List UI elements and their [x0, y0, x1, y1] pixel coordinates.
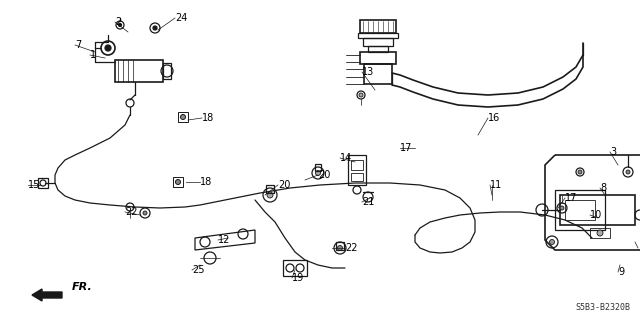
Circle shape	[118, 24, 122, 26]
Bar	[555, 190, 605, 230]
Bar	[283, 260, 307, 276]
Text: 8: 8	[600, 183, 606, 193]
Text: 21: 21	[362, 197, 374, 207]
Text: 24: 24	[175, 13, 188, 23]
Text: 11: 11	[490, 180, 502, 190]
Bar	[163, 63, 171, 79]
Text: 17: 17	[400, 143, 412, 153]
Bar	[590, 228, 610, 238]
Bar	[348, 155, 366, 185]
Bar	[178, 112, 188, 122]
Text: 12: 12	[218, 235, 230, 245]
Circle shape	[153, 26, 157, 30]
Bar	[351, 173, 363, 181]
Text: 22: 22	[345, 243, 358, 253]
Text: 16: 16	[488, 113, 500, 123]
Text: FR.: FR.	[72, 282, 93, 292]
Circle shape	[267, 192, 273, 198]
Bar	[565, 200, 595, 220]
Circle shape	[175, 180, 180, 184]
Text: 3: 3	[610, 147, 616, 157]
Text: 25: 25	[192, 265, 205, 275]
Circle shape	[578, 170, 582, 174]
Text: 18: 18	[202, 113, 214, 123]
Text: 5: 5	[638, 243, 640, 253]
Bar	[173, 177, 183, 187]
Bar	[360, 52, 396, 64]
Bar	[368, 46, 388, 52]
Text: S5B3-B2320B: S5B3-B2320B	[575, 303, 630, 312]
Circle shape	[180, 115, 186, 120]
Bar	[364, 64, 392, 84]
Text: 14: 14	[340, 153, 352, 163]
Text: 1: 1	[90, 50, 96, 60]
Bar	[358, 33, 398, 38]
Text: 9: 9	[618, 267, 624, 277]
Text: 15: 15	[28, 180, 40, 190]
Bar	[266, 185, 274, 193]
Text: 10: 10	[590, 210, 602, 220]
Circle shape	[550, 240, 554, 244]
Circle shape	[143, 211, 147, 215]
Bar	[560, 195, 635, 225]
Text: 7: 7	[75, 40, 81, 50]
Circle shape	[316, 170, 321, 175]
Text: 2: 2	[115, 17, 121, 27]
Text: 20: 20	[278, 180, 291, 190]
Bar	[315, 164, 321, 171]
Bar	[363, 38, 393, 46]
Circle shape	[560, 206, 564, 210]
Text: 17: 17	[565, 193, 577, 203]
Bar	[351, 160, 363, 170]
Circle shape	[597, 230, 603, 236]
Text: 18: 18	[200, 177, 212, 187]
Bar	[115, 60, 163, 82]
Text: 22: 22	[125, 207, 138, 217]
Circle shape	[359, 93, 363, 97]
Circle shape	[626, 170, 630, 174]
Bar	[38, 178, 48, 188]
Text: 13: 13	[362, 67, 374, 77]
Text: 20: 20	[318, 170, 330, 180]
Circle shape	[105, 45, 111, 51]
Text: 19: 19	[292, 273, 304, 283]
Bar	[336, 242, 344, 250]
FancyArrow shape	[32, 289, 62, 301]
Circle shape	[337, 246, 342, 250]
